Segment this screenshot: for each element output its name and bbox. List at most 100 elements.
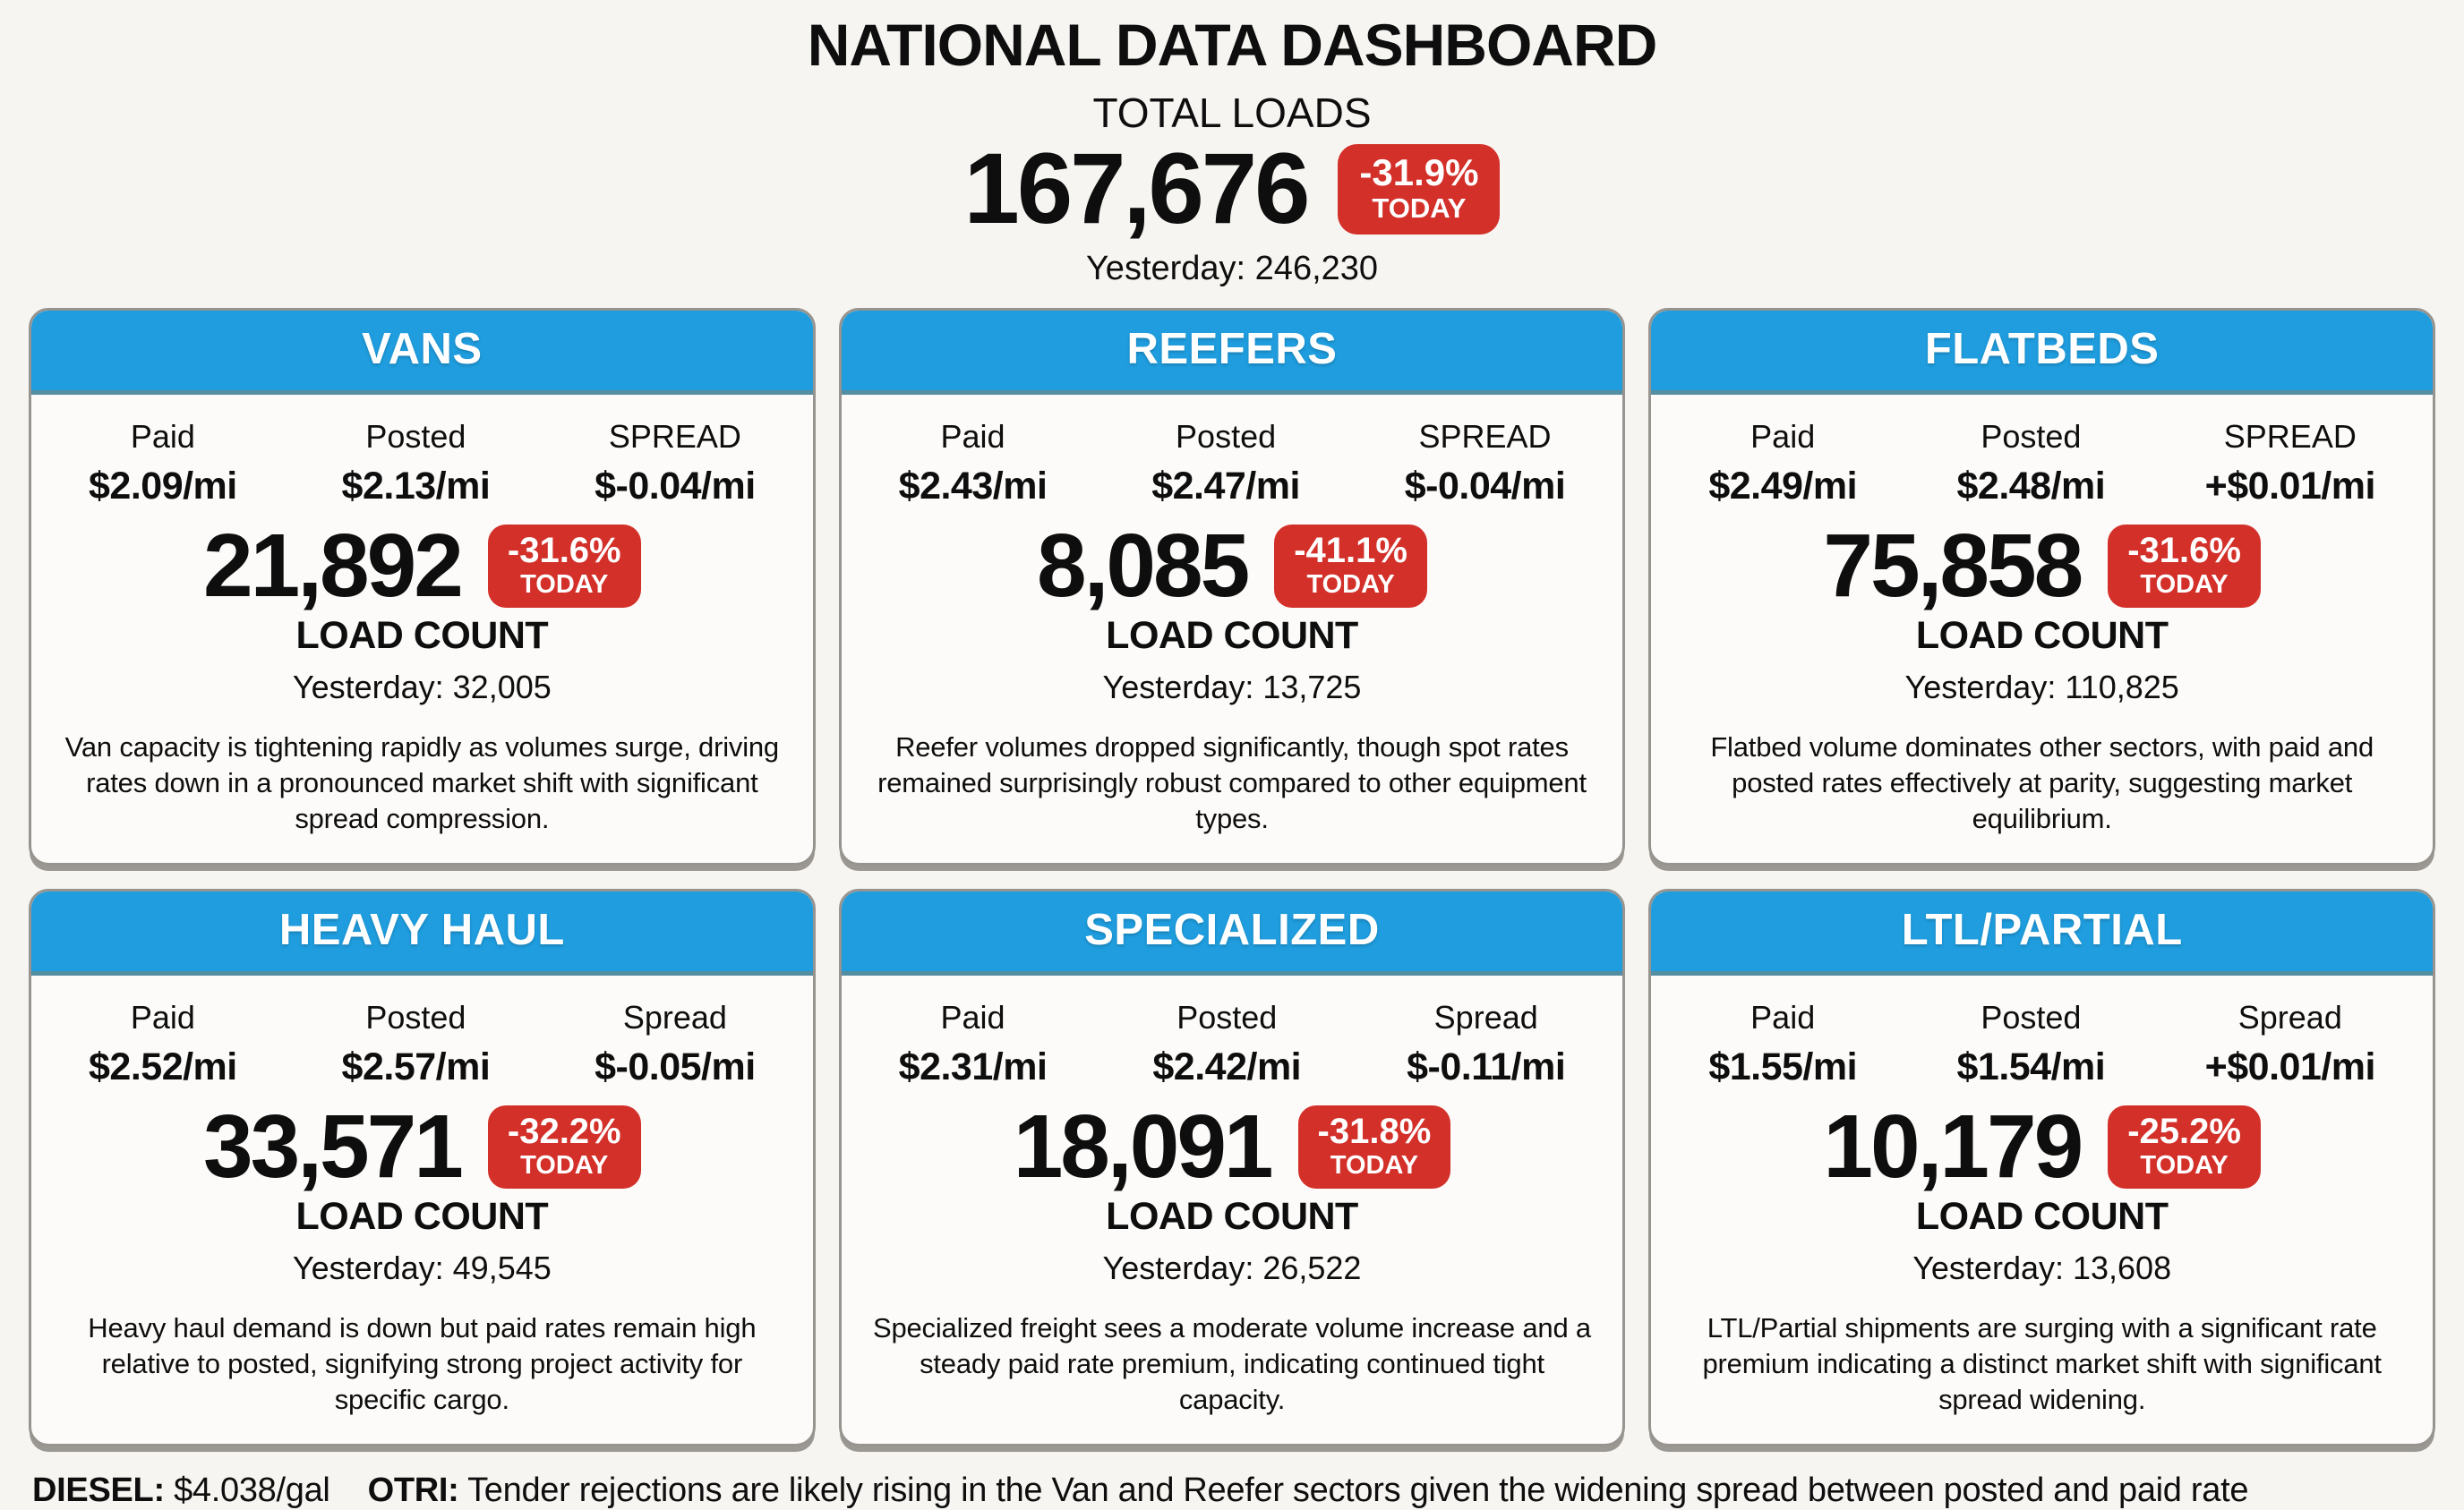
load-count-value: 18,091 bbox=[1013, 1096, 1274, 1198]
sector-card-ltl-partial: LTL/PARTIAL Paid $1.55/mi Posted $1.54/m… bbox=[1648, 889, 2435, 1447]
badge-percent: -32.2% bbox=[507, 1112, 621, 1152]
stat-posted: Posted $2.42/mi bbox=[1152, 999, 1301, 1089]
diesel-segment: DIESEL: $4.038/gal bbox=[32, 1472, 330, 1509]
stat-spread: Spread $-0.05/mi bbox=[595, 999, 756, 1089]
load-count-row: 33,571 -32.2% TODAY bbox=[31, 1102, 813, 1191]
stat-value: +$0.01/mi bbox=[2204, 465, 2376, 508]
load-count-label: LOAD COUNT bbox=[1915, 614, 2169, 658]
stat-label: Paid bbox=[940, 418, 1005, 456]
card-title: VANS bbox=[31, 311, 813, 396]
load-count-label: LOAD COUNT bbox=[1915, 1195, 2169, 1239]
sector-card-specialized: SPECIALIZED Paid $2.31/mi Posted $2.42/m… bbox=[838, 889, 1626, 1447]
stat-paid: Paid $1.55/mi bbox=[1708, 999, 1857, 1089]
stat-value: $1.55/mi bbox=[1708, 1045, 1858, 1089]
diesel-value: $4.038/gal bbox=[174, 1472, 330, 1510]
stat-value: $-0.05/mi bbox=[595, 1045, 756, 1089]
stat-label: Posted bbox=[365, 418, 466, 456]
stat-posted: Posted $2.57/mi bbox=[342, 999, 491, 1089]
stat-value: $2.09/mi bbox=[89, 465, 237, 508]
total-loads-value: 167,676 bbox=[963, 132, 1311, 245]
stat-value: $2.31/mi bbox=[898, 1045, 1048, 1089]
rate-stats-row: Paid $2.09/mi Posted $2.13/mi SPREAD $-0… bbox=[31, 395, 813, 508]
card-description: Specialized freight sees a moderate volu… bbox=[873, 1312, 1591, 1415]
stat-value: $2.42/mi bbox=[1152, 1045, 1302, 1089]
total-loads-label: TOTAL LOADS bbox=[1092, 90, 1372, 137]
load-count-change-badge: -31.6% TODAY bbox=[2108, 525, 2261, 608]
badge-period: TODAY bbox=[1372, 192, 1467, 225]
otri-label: OTRI: bbox=[367, 1472, 459, 1510]
stat-paid: Paid $2.49/mi bbox=[1708, 418, 1857, 508]
load-count-change-badge: -25.2% TODAY bbox=[2108, 1105, 2261, 1189]
rate-stats-row: Paid $2.31/mi Posted $2.42/mi Spread $-0… bbox=[842, 976, 1623, 1089]
card-description: Flatbed volume dominates other sectors, … bbox=[1710, 731, 2374, 834]
stat-spread: SPREAD $-0.04/mi bbox=[595, 418, 756, 508]
stat-posted: Posted $2.13/mi bbox=[342, 418, 491, 508]
badge-percent: -41.1% bbox=[1294, 531, 1407, 571]
stat-spread: Spread $-0.11/mi bbox=[1407, 999, 1566, 1089]
badge-percent: -31.9% bbox=[1359, 150, 1479, 193]
badge-percent: -31.6% bbox=[507, 531, 621, 571]
stat-label: Posted bbox=[365, 999, 466, 1037]
stat-value: $2.43/mi bbox=[898, 465, 1048, 508]
yesterday-text: Yesterday: 13,725 bbox=[1102, 669, 1362, 706]
stat-label: Paid bbox=[940, 999, 1005, 1037]
stat-label: SPREAD bbox=[2223, 418, 2357, 456]
sector-card-flatbeds: FLATBEDS Paid $2.49/mi Posted $2.48/mi S… bbox=[1648, 308, 2435, 866]
stat-value: $-0.04/mi bbox=[1404, 465, 1566, 508]
stat-value: +$0.01/mi bbox=[2204, 1045, 2376, 1089]
stat-label: SPREAD bbox=[608, 418, 741, 456]
stat-value: $2.47/mi bbox=[1151, 465, 1300, 508]
stat-paid: Paid $2.09/mi bbox=[89, 418, 237, 508]
load-count-change-badge: -41.1% TODAY bbox=[1274, 525, 1427, 608]
load-count-row: 8,085 -41.1% TODAY bbox=[842, 521, 1623, 610]
load-count-row: 75,858 -31.6% TODAY bbox=[1651, 521, 2433, 610]
stat-posted: Posted $2.47/mi bbox=[1151, 418, 1300, 508]
badge-period: TODAY bbox=[2140, 1151, 2229, 1181]
sector-card-vans: VANS Paid $2.09/mi Posted $2.13/mi SPREA… bbox=[29, 308, 816, 866]
stat-label: Posted bbox=[1981, 418, 2082, 456]
load-count-change-badge: -31.6% TODAY bbox=[487, 525, 641, 608]
badge-percent: -31.8% bbox=[1317, 1112, 1432, 1152]
stat-label: Paid bbox=[130, 418, 195, 456]
badge-period: TODAY bbox=[2140, 570, 2229, 600]
load-count-value: 21,892 bbox=[203, 516, 464, 617]
stat-value: $2.49/mi bbox=[1708, 465, 1858, 508]
stat-posted: Posted $1.54/mi bbox=[1956, 999, 2105, 1089]
card-description: Reefer volumes dropped significantly, th… bbox=[877, 731, 1587, 834]
rate-stats-row: Paid $1.55/mi Posted $1.54/mi Spread +$0… bbox=[1651, 976, 2433, 1089]
total-loads-row: 167,676 -31.9% TODAY bbox=[0, 139, 2464, 239]
sector-cards-grid: VANS Paid $2.09/mi Posted $2.13/mi SPREA… bbox=[29, 308, 2435, 1447]
stat-value: $1.54/mi bbox=[1956, 1045, 2106, 1089]
badge-period: TODAY bbox=[520, 570, 609, 600]
badge-percent: -25.2% bbox=[2127, 1112, 2241, 1152]
stat-value: $2.13/mi bbox=[341, 465, 491, 508]
load-count-label: LOAD COUNT bbox=[1106, 614, 1358, 658]
sector-card-reefers: REEFERS Paid $2.43/mi Posted $2.47/mi SP… bbox=[838, 308, 1626, 866]
dashboard-header: NATIONAL DATA DASHBOARD TOTAL LOADS 167,… bbox=[0, 0, 2464, 288]
stat-value: $2.57/mi bbox=[341, 1045, 491, 1089]
yesterday-text: Yesterday: 32,005 bbox=[292, 669, 552, 706]
badge-period: TODAY bbox=[520, 1151, 609, 1181]
page-title: NATIONAL DATA DASHBOARD bbox=[807, 12, 1658, 78]
otri-segment: OTRI: Tender rejections are likely risin… bbox=[368, 1472, 2249, 1509]
yesterday-text: Yesterday: 26,522 bbox=[1102, 1250, 1362, 1287]
badge-period: TODAY bbox=[1330, 1151, 1419, 1181]
stat-value: $2.52/mi bbox=[89, 1045, 237, 1089]
stat-label: Posted bbox=[1981, 999, 2082, 1037]
stat-label: Paid bbox=[1750, 418, 1816, 456]
stat-label: Paid bbox=[1750, 999, 1816, 1037]
stat-value: $-0.11/mi bbox=[1407, 1045, 1566, 1089]
otri-text: Tender rejections are likely rising in t… bbox=[467, 1472, 2249, 1510]
load-count-value: 33,571 bbox=[203, 1096, 464, 1198]
total-loads-yesterday: Yesterday: 246,230 bbox=[1085, 250, 1379, 288]
yesterday-text: Yesterday: 110,825 bbox=[1904, 669, 2179, 706]
load-count-row: 18,091 -31.8% TODAY bbox=[842, 1102, 1623, 1191]
rate-stats-row: Paid $2.52/mi Posted $2.57/mi Spread $-0… bbox=[31, 976, 813, 1089]
load-count-value: 10,179 bbox=[1823, 1096, 2083, 1198]
load-count-change-badge: -31.8% TODAY bbox=[1297, 1105, 1451, 1189]
sector-card-heavy-haul: HEAVY HAUL Paid $2.52/mi Posted $2.57/mi… bbox=[29, 889, 816, 1447]
yesterday-text: Yesterday: 13,608 bbox=[1912, 1250, 2172, 1287]
total-loads-change-badge: -31.9% TODAY bbox=[1338, 143, 1501, 235]
stat-label: Paid bbox=[130, 999, 195, 1037]
stat-label: Spread bbox=[622, 999, 727, 1037]
